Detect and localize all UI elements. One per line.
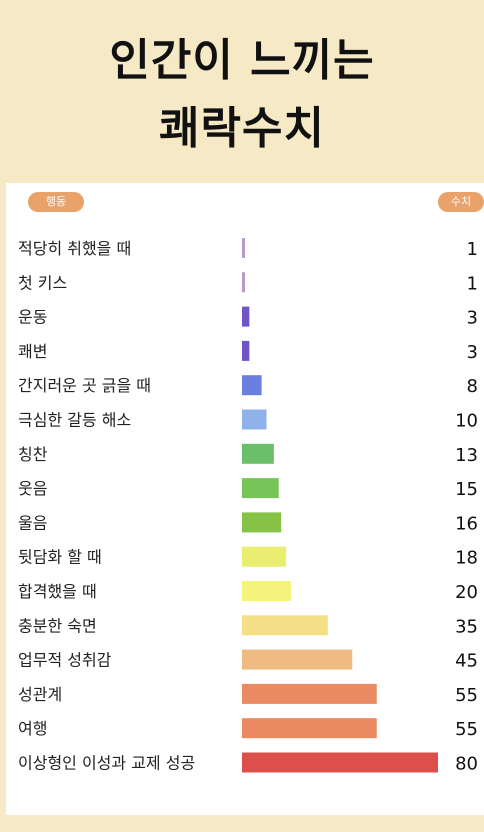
category-label: 이상형인 이성과 교제 성공 — [18, 754, 195, 773]
bar — [242, 238, 245, 258]
bar — [242, 718, 377, 739]
header-value-label: 수치 — [438, 192, 484, 212]
bar — [242, 546, 287, 567]
bar — [242, 375, 262, 396]
value-label: 45 — [455, 651, 478, 672]
bar — [242, 340, 250, 361]
bar — [242, 649, 353, 670]
category-label: 성관계 — [18, 685, 62, 704]
category-label: 적당히 취했을 때 — [18, 239, 131, 258]
category-label: 운동 — [18, 308, 47, 327]
bar — [242, 512, 282, 533]
value-label: 15 — [455, 479, 478, 500]
value-label: 3 — [467, 308, 478, 329]
value-label: 1 — [467, 239, 478, 260]
category-label: 업무적 성취감 — [18, 651, 112, 670]
category-label: 첫 키스 — [18, 273, 67, 292]
value-label: 8 — [467, 376, 478, 397]
category-label: 극심한 갈등 해소 — [18, 411, 131, 430]
header-action-label: 행동 — [28, 192, 84, 212]
value-label: 35 — [455, 616, 478, 637]
value-label: 55 — [455, 685, 478, 706]
bar — [242, 478, 279, 499]
title-line-1: 인간이 느끼는 — [109, 35, 375, 86]
bar — [242, 443, 274, 464]
category-label: 뒷담화 할 때 — [18, 548, 102, 567]
value-label: 10 — [455, 411, 478, 432]
value-label: 18 — [455, 548, 478, 569]
category-label: 간지러운 곳 긁을 때 — [18, 376, 151, 395]
value-label: 3 — [467, 342, 478, 363]
bar — [242, 409, 267, 430]
title-line-2: 쾌락수치 — [159, 103, 325, 154]
value-label: 55 — [455, 719, 478, 740]
category-label: 충분한 숙면 — [18, 616, 97, 635]
category-label: 칭찬 — [18, 445, 48, 464]
bar — [242, 272, 245, 293]
category-label: 여행 — [18, 719, 47, 738]
category-label: 쾌변 — [18, 342, 47, 361]
value-label: 80 — [455, 754, 478, 775]
bar — [242, 683, 377, 704]
category-label: 울음 — [18, 513, 47, 532]
value-label: 13 — [455, 445, 478, 466]
category-label: 웃음 — [18, 479, 47, 498]
bar — [242, 615, 328, 636]
bar — [242, 752, 438, 773]
bar — [242, 581, 291, 601]
value-label: 1 — [467, 273, 478, 294]
value-label: 20 — [455, 582, 478, 603]
category-label: 합격했을 때 — [18, 582, 97, 601]
value-label: 16 — [455, 513, 478, 534]
bar — [242, 306, 250, 327]
